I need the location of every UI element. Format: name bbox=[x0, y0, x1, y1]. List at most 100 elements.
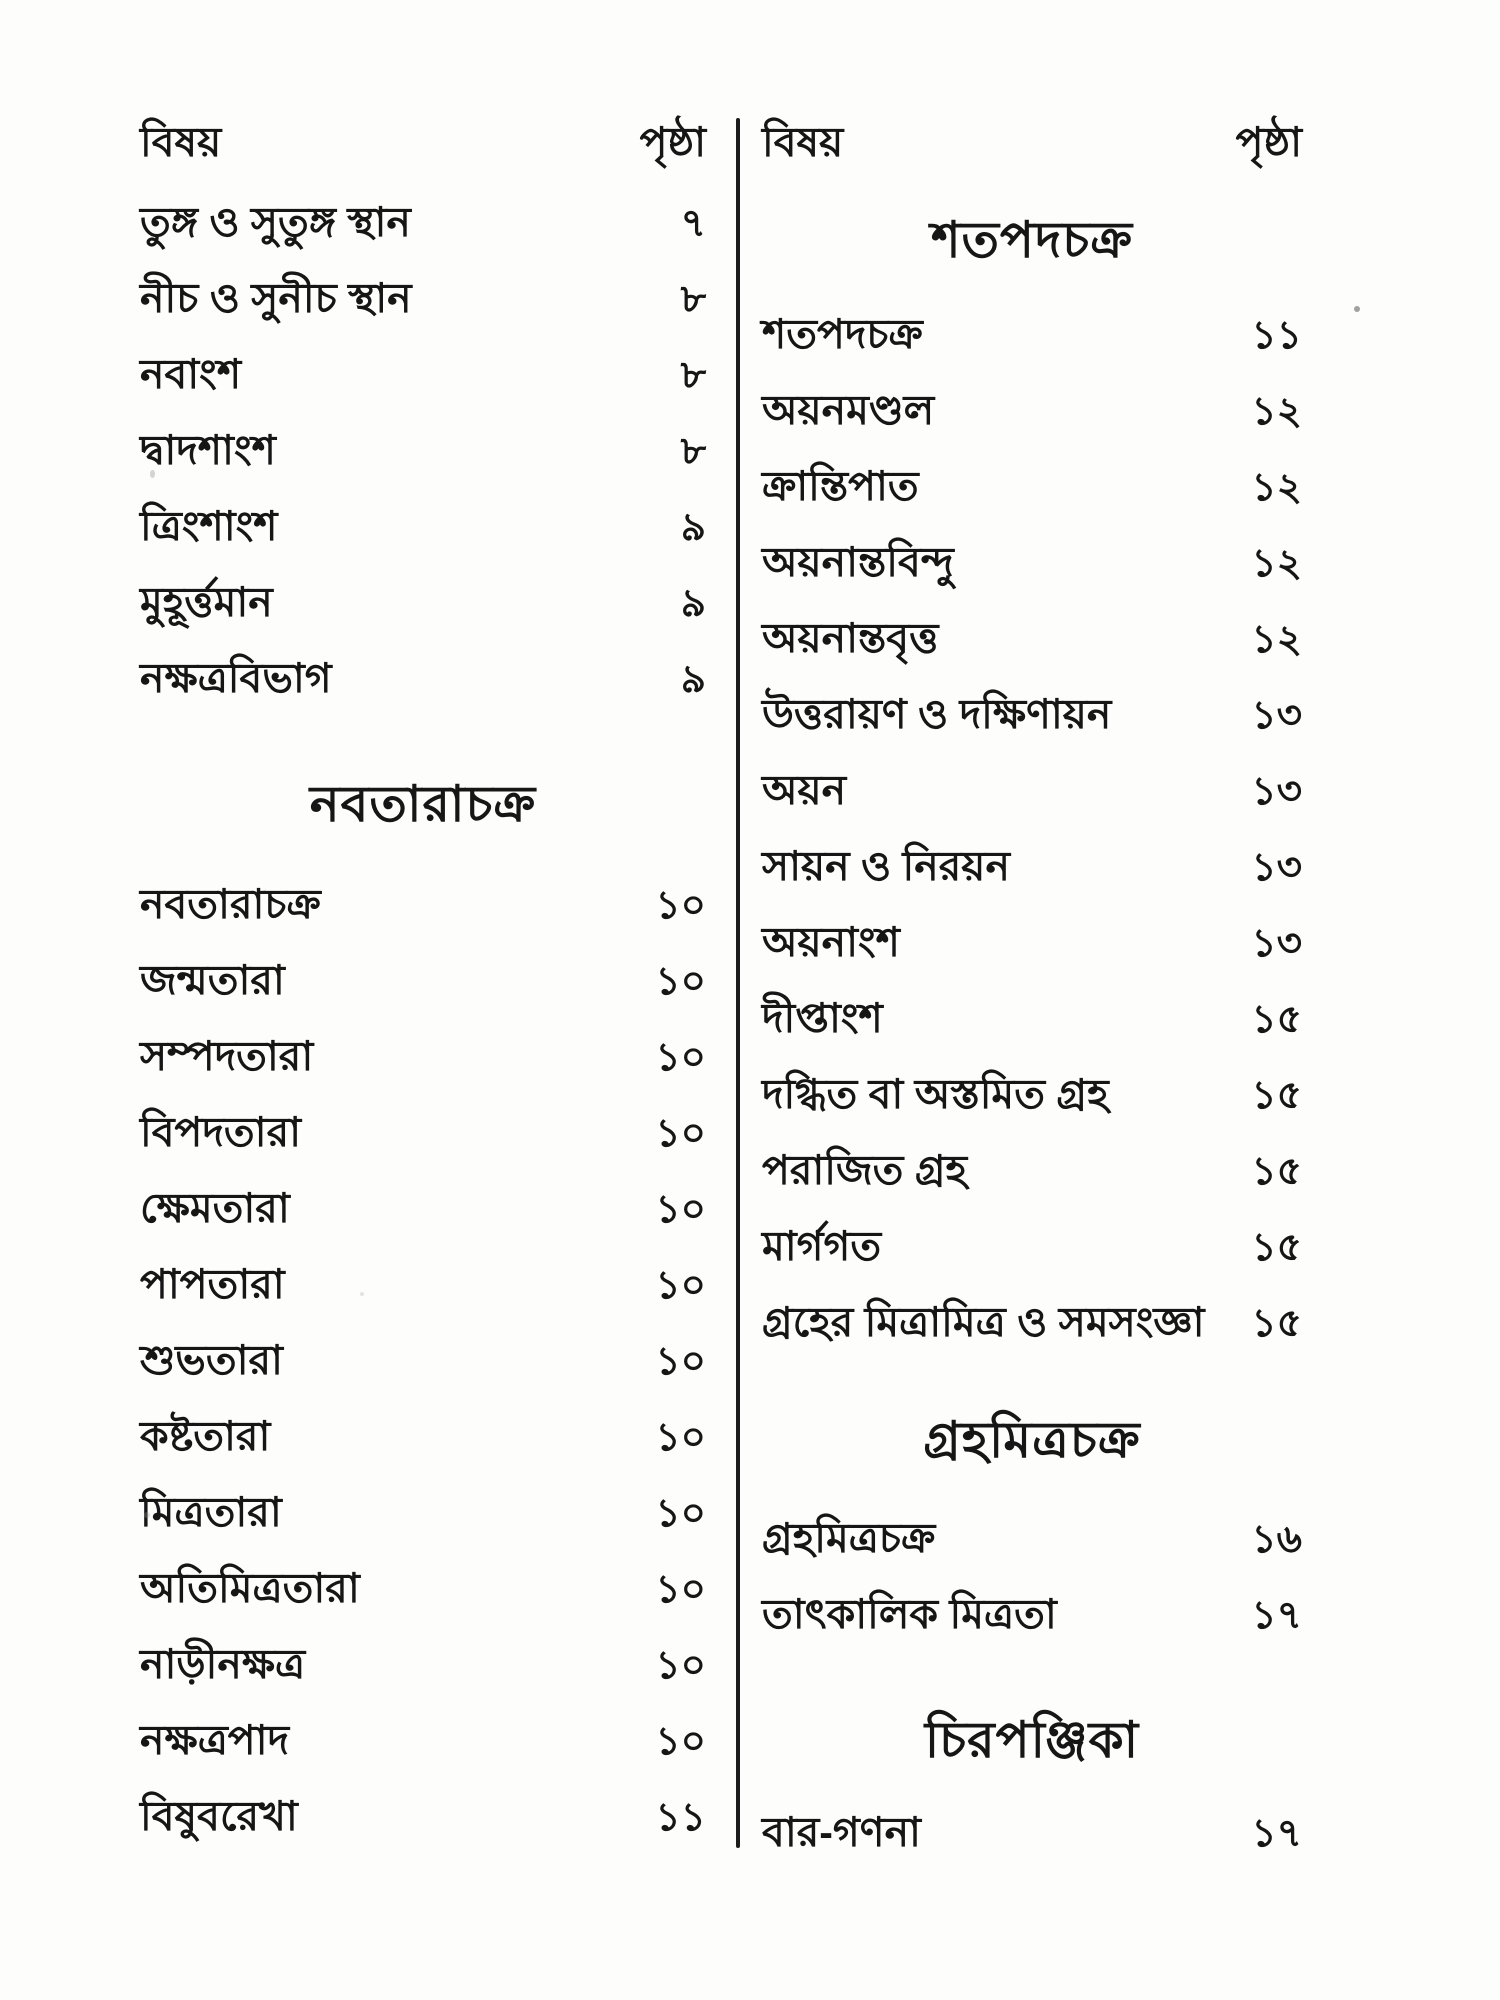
toc-entry-row: তুঙ্গ ও সুতুঙ্গ স্থান ৭ bbox=[140, 184, 706, 260]
toc-entry-label: বিষুবরেখা bbox=[140, 1793, 298, 1839]
toc-entry-row: অতিমিত্রতারা ১০ bbox=[140, 1550, 706, 1626]
toc-entry-row: গ্রহের মিত্রামিত্র ও সমসংজ্ঞা ১৫ bbox=[762, 1284, 1302, 1360]
toc-entry-row: নবাংশ ৮ bbox=[140, 336, 706, 412]
toc-entry-row: দ্বাদশাংশ ৮ bbox=[140, 412, 706, 488]
toc-entry-label: গ্রহমিত্রচক্র bbox=[762, 1515, 936, 1561]
toc-entry-row: গ্রহমিত্রচক্র ১৬ bbox=[762, 1500, 1302, 1576]
toc-entry-page: ১০ bbox=[655, 884, 706, 927]
toc-entry-row: ক্ষেমতারা ১০ bbox=[140, 1170, 706, 1246]
toc-entry-page: ৮ bbox=[680, 278, 706, 321]
toc-entry-label: ক্ষেমতারা bbox=[140, 1185, 290, 1231]
toc-entry-row: মুহূর্ত্তমান ৯ bbox=[140, 564, 706, 640]
toc-entry-label: শতপদচক্র bbox=[762, 311, 923, 357]
toc-entry-row: বার-গণনা ১৭ bbox=[762, 1794, 1302, 1870]
scan-speck bbox=[150, 470, 155, 478]
toc-entry-label: পাপতারা bbox=[140, 1261, 285, 1307]
toc-entry-page: ১০ bbox=[655, 1644, 706, 1687]
toc-entry-label: ত্রিংশাংশ bbox=[140, 503, 278, 549]
toc-entry-page: ১২ bbox=[1251, 542, 1302, 585]
toc-entry-page: ৮ bbox=[680, 354, 706, 397]
toc-entry-page: ১৩ bbox=[1251, 922, 1302, 965]
toc-entry-row: সম্পদতারা ১০ bbox=[140, 1018, 706, 1094]
toc-entry-label: বার-গণনা bbox=[762, 1809, 921, 1855]
left-column-body: তুঙ্গ ও সুতুঙ্গ স্থান ৭ নীচ ও সুনীচ স্থান ৮… bbox=[140, 184, 706, 1854]
toc-entry-label: নবাংশ bbox=[140, 351, 242, 397]
scan-speck bbox=[1354, 306, 1360, 312]
toc-entry-page: ১২ bbox=[1251, 390, 1302, 433]
toc-entry-label: নক্ষত্রবিভাগ bbox=[140, 655, 332, 701]
toc-entry-page: ১০ bbox=[655, 960, 706, 1003]
toc-entry-page: ১০ bbox=[655, 1568, 706, 1611]
toc-entry-label: মুহূর্ত্তমান bbox=[140, 579, 273, 625]
toc-entry-label: দ্বাদশাংশ bbox=[140, 427, 276, 473]
toc-entry-label: পরাজিত গ্রহ bbox=[762, 1147, 968, 1193]
toc-entry-label: বিপদতারা bbox=[140, 1109, 302, 1155]
toc-entry-page: ১২ bbox=[1251, 618, 1302, 661]
toc-entry-row: নীচ ও সুনীচ স্থান ৮ bbox=[140, 260, 706, 336]
toc-entry-page: ১০ bbox=[655, 1264, 706, 1307]
toc-entry-page: ১১ bbox=[655, 1796, 706, 1839]
toc-entry-label: জন্মতারা bbox=[140, 957, 285, 1003]
toc-entry-page: ১৫ bbox=[1251, 1302, 1302, 1345]
toc-entry-row: নক্ষত্রপাদ ১০ bbox=[140, 1702, 706, 1778]
left-column-header: বিষয় পৃষ্ঠা bbox=[140, 116, 706, 168]
toc-entry-label: নীচ ও সুনীচ স্থান bbox=[140, 275, 412, 321]
toc-entry-row: ক্রান্তিপাত ১২ bbox=[762, 448, 1302, 524]
toc-entry-row: অয়নমণ্ডল ১২ bbox=[762, 372, 1302, 448]
toc-entry-row: পাপতারা ১০ bbox=[140, 1246, 706, 1322]
right-column: বিষয় পৃষ্ঠা শতপদচক্র শতপদচক্র ১১ অয়নমণ্ডল… bbox=[762, 116, 1302, 1870]
toc-entry-label: সম্পদতারা bbox=[140, 1033, 314, 1079]
toc-entry-row: অয়নান্তবিন্দু ১২ bbox=[762, 524, 1302, 600]
toc-entry-row: নক্ষত্রবিভাগ ৯ bbox=[140, 640, 706, 716]
toc-entry-label: কষ্টতারা bbox=[140, 1413, 271, 1459]
toc-entry-row: মার্গগত ১৫ bbox=[762, 1208, 1302, 1284]
toc-entry-label: তাৎকালিক মিত্রতা bbox=[762, 1591, 1057, 1637]
toc-entry-row: দগ্ধিত বা অস্তমিত গ্রহ ১৫ bbox=[762, 1056, 1302, 1132]
scan-speck bbox=[144, 1512, 150, 1518]
toc-entry-label: অয়নান্তবিন্দু bbox=[762, 539, 954, 585]
toc-entry-page: ৭ bbox=[680, 202, 706, 245]
toc-entry-page: ১৭ bbox=[1251, 1812, 1302, 1855]
toc-entry-row: শুভতারা ১০ bbox=[140, 1322, 706, 1398]
toc-entry-label: নক্ষত্রপাদ bbox=[140, 1717, 290, 1763]
toc-entry-label: মার্গগত bbox=[762, 1223, 882, 1269]
toc-entry-page: ১০ bbox=[655, 1188, 706, 1231]
left-column: বিষয় পৃষ্ঠা তুঙ্গ ও সুতুঙ্গ স্থান ৭ নীচ ও… bbox=[140, 116, 706, 1854]
toc-entry-row: নাড়ীনক্ষত্র ১০ bbox=[140, 1626, 706, 1702]
scan-speck bbox=[360, 1292, 364, 1296]
toc-entry-page: ১৩ bbox=[1251, 694, 1302, 737]
toc-entry-page: ৮ bbox=[680, 430, 706, 473]
toc-entry-page: ১০ bbox=[655, 1720, 706, 1763]
toc-entry-label: দীপ্তাংশ bbox=[762, 995, 883, 1041]
toc-entry-label: অয়নমণ্ডল bbox=[762, 387, 935, 433]
toc-entry-page: ১৫ bbox=[1251, 998, 1302, 1041]
toc-entry-page: ৯ bbox=[680, 506, 706, 549]
toc-entry-page: ১০ bbox=[655, 1112, 706, 1155]
column-divider bbox=[736, 118, 740, 1848]
toc-entry-page: ৯ bbox=[680, 658, 706, 701]
toc-entry-row: অয়নাংশ ১৩ bbox=[762, 904, 1302, 980]
toc-entry-label: তুঙ্গ ও সুতুঙ্গ স্থান bbox=[140, 199, 411, 245]
toc-entry-page: ১০ bbox=[655, 1036, 706, 1079]
toc-entry-page: ১৫ bbox=[1251, 1074, 1302, 1117]
section-heading: নবতারাচক্র bbox=[309, 776, 537, 832]
toc-entry-page: ১৩ bbox=[1251, 770, 1302, 813]
toc-entry-page: ১৫ bbox=[1251, 1150, 1302, 1193]
toc-entry-label: অয়নাংশ bbox=[762, 919, 900, 965]
toc-entry-label: নাড়ীনক্ষত্র bbox=[140, 1641, 306, 1687]
subject-header: বিষয় bbox=[140, 119, 222, 165]
toc-entry-row: ত্রিংশাংশ ৯ bbox=[140, 488, 706, 564]
toc-entry-row: দীপ্তাংশ ১৫ bbox=[762, 980, 1302, 1056]
right-column-header: বিষয় পৃষ্ঠা bbox=[762, 116, 1302, 168]
toc-entry-row: কষ্টতারা ১০ bbox=[140, 1398, 706, 1474]
section-heading: শতপদচক্র bbox=[930, 212, 1134, 268]
toc-entry-page: ১৬ bbox=[1251, 1518, 1302, 1561]
toc-entry-page: ১৭ bbox=[1251, 1594, 1302, 1637]
page-header: পৃষ্ঠা bbox=[639, 119, 706, 165]
toc-entry-label: নবতারাচক্র bbox=[140, 881, 321, 927]
toc-entry-label: সায়ন ও নিরয়ন bbox=[762, 843, 1010, 889]
toc-entry-row: মিত্রতারা ১০ bbox=[140, 1474, 706, 1550]
right-column-body: শতপদচক্র শতপদচক্র ১১ অয়নমণ্ডল ১২ ক্রান্তিপাত… bbox=[762, 204, 1302, 1870]
section-heading: চিরপঞ্জিকা bbox=[924, 1712, 1140, 1768]
